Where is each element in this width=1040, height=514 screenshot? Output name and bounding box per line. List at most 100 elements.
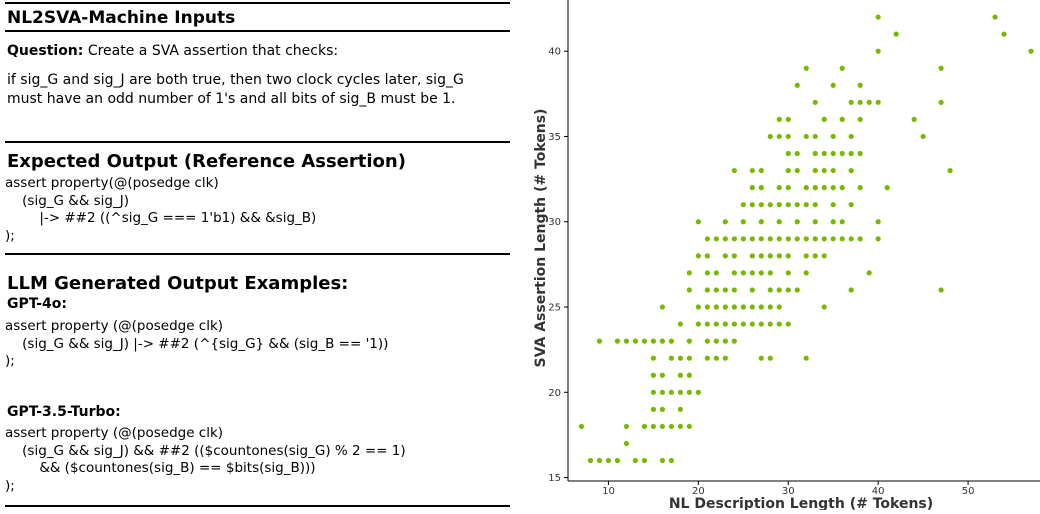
scatter-point: [777, 304, 782, 309]
scatter-point: [804, 270, 809, 275]
scatter-point: [651, 390, 656, 395]
scatter-point: [750, 236, 755, 241]
scatter-point: [804, 356, 809, 361]
scatter-point: [678, 390, 683, 395]
scatter-point: [696, 304, 701, 309]
scatter-point: [741, 219, 746, 224]
scatter-point: [831, 168, 836, 173]
y-tick-label: 30: [548, 217, 561, 228]
scatter-point: [723, 236, 728, 241]
scatter-point: [858, 236, 863, 241]
y-tick-label: 20: [548, 388, 561, 399]
scatter-point: [759, 304, 764, 309]
scatter-point: [822, 151, 827, 156]
scatter-point: [759, 185, 764, 190]
scatter-point: [597, 339, 602, 344]
scatter-point: [795, 287, 800, 292]
scatter-point: [912, 117, 917, 122]
scatter-point: [858, 117, 863, 122]
scatter-point: [741, 270, 746, 275]
scatter-point: [786, 270, 791, 275]
scatter-point: [696, 321, 701, 326]
scatter-point: [786, 253, 791, 258]
scatter-point: [651, 373, 656, 378]
scatter-point: [741, 202, 746, 207]
scatter-point: [768, 356, 773, 361]
scatter-point: [804, 134, 809, 139]
scatter-point: [732, 287, 737, 292]
scatter-point: [759, 253, 764, 258]
scatter-point: [813, 151, 818, 156]
scatter-point: [858, 83, 863, 88]
scatter-point: [696, 390, 701, 395]
scatter-point: [822, 117, 827, 122]
gpt35-label: GPT-3.5-Turbo:: [7, 404, 121, 420]
scatter-point: [624, 339, 629, 344]
scatter-point: [849, 236, 854, 241]
scatter-point: [786, 134, 791, 139]
scatter-point: [840, 185, 845, 190]
scatter-point: [813, 100, 818, 105]
scatter-point: [831, 236, 836, 241]
y-axis-label: SVA Assertion Length (# Tokens): [533, 109, 549, 368]
scatter-point: [777, 134, 782, 139]
scatter-point: [579, 424, 584, 429]
scatter-point: [759, 356, 764, 361]
question-line-2: if sig_G and sig_J are both true, then t…: [7, 71, 464, 89]
scatter-point: [750, 185, 755, 190]
scatter-point: [777, 202, 782, 207]
scatter-point: [660, 390, 665, 395]
scatter-point: [714, 356, 719, 361]
scatter-point: [624, 441, 629, 446]
scatter-point: [867, 100, 872, 105]
scatter-point: [759, 321, 764, 326]
scatter-point: [939, 100, 944, 105]
scatter-point: [660, 424, 665, 429]
scatter-point: [732, 270, 737, 275]
scatter-point: [831, 219, 836, 224]
scatter-point: [822, 304, 827, 309]
scatter-point: [705, 304, 710, 309]
scatter-point: [723, 321, 728, 326]
top-rule: [5, 2, 510, 4]
y-tick-label: 25: [548, 303, 561, 314]
expected-code: assert property(@(posedge clk) (sig_G &&…: [5, 175, 316, 245]
scatter-point: [786, 185, 791, 190]
scatter-point: [849, 202, 854, 207]
scatter-point: [1028, 49, 1033, 54]
scatter-point: [732, 253, 737, 258]
scatter-point: [750, 321, 755, 326]
llm-title: LLM Generated Output Examples:: [7, 273, 348, 294]
scatter-point: [678, 424, 683, 429]
scatter-point: [840, 117, 845, 122]
scatter-point: [741, 321, 746, 326]
y-tick-label: 15: [548, 473, 561, 484]
scatter-point: [1001, 32, 1006, 37]
scatter-point: [687, 424, 692, 429]
scatter-point: [849, 168, 854, 173]
scatter-point: [660, 304, 665, 309]
scatter-point: [795, 236, 800, 241]
scatter-point: [831, 83, 836, 88]
scatter-point: [651, 424, 656, 429]
y-tick-label: 40: [548, 47, 561, 58]
scatter-point: [831, 185, 836, 190]
scatter-point: [669, 424, 674, 429]
scatter-point: [947, 168, 952, 173]
scatter-point: [714, 270, 719, 275]
scatter-point: [786, 202, 791, 207]
scatter-point: [768, 202, 773, 207]
scatter-point: [678, 373, 683, 378]
question-line-1: Question: Create a SVA assertion that ch…: [7, 42, 338, 60]
scatter-point: [849, 100, 854, 105]
scatter-point: [822, 185, 827, 190]
scatter-point: [813, 185, 818, 190]
scatter-point: [840, 236, 845, 241]
scatter-point: [813, 219, 818, 224]
scatter-point: [705, 236, 710, 241]
scatter-point: [786, 236, 791, 241]
scatter-point: [777, 321, 782, 326]
scatter-point: [867, 270, 872, 275]
scatter-point: [858, 185, 863, 190]
scatter-point: [849, 287, 854, 292]
